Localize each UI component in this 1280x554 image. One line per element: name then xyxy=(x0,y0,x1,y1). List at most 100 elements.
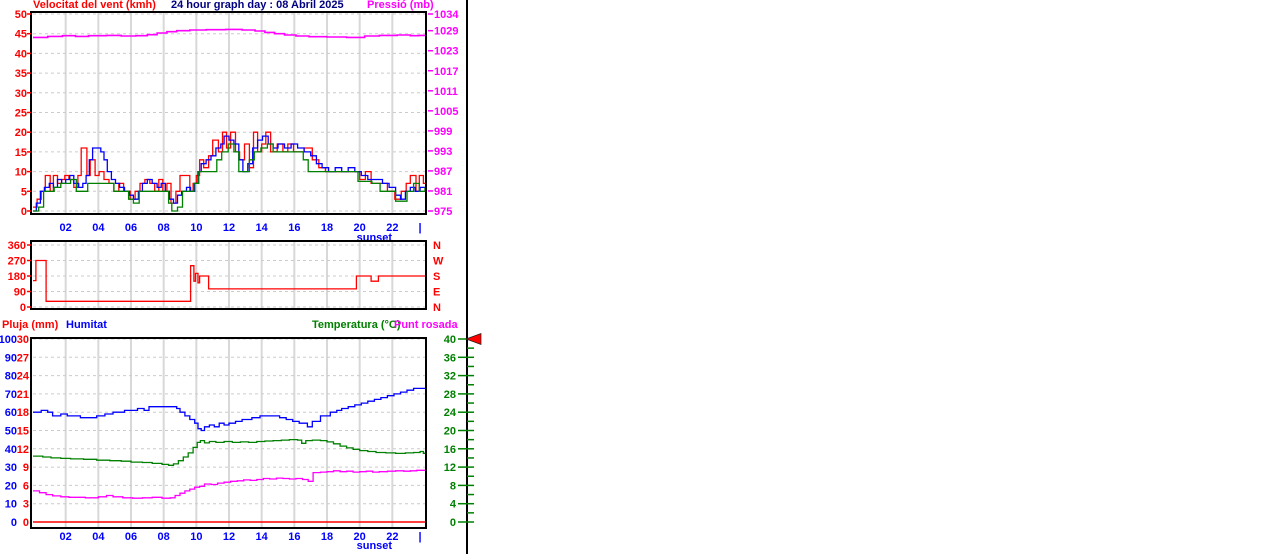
svg-text:20: 20 xyxy=(354,531,366,543)
svg-text:16: 16 xyxy=(444,444,456,456)
svg-text:06: 06 xyxy=(125,222,137,234)
wind-axis-title: Velocitat del vent (kmh) xyxy=(33,0,156,11)
svg-text:0: 0 xyxy=(450,517,456,529)
svg-text:36: 36 xyxy=(444,352,456,364)
svg-text:0: 0 xyxy=(23,517,29,529)
svg-text:14: 14 xyxy=(256,531,269,543)
svg-text:E: E xyxy=(433,287,440,299)
svg-text:W: W xyxy=(433,256,444,268)
svg-text:1029: 1029 xyxy=(434,26,458,38)
svg-text:10: 10 xyxy=(190,531,202,543)
rain-axis-title: Pluja (mm) xyxy=(2,319,59,331)
svg-text:0: 0 xyxy=(21,206,27,218)
humidity-axis-title: Humitat xyxy=(66,319,107,331)
svg-text:6: 6 xyxy=(23,480,29,492)
svg-text:975: 975 xyxy=(434,206,452,218)
svg-text:1023: 1023 xyxy=(434,46,458,58)
svg-text:21: 21 xyxy=(17,389,29,401)
svg-text:40: 40 xyxy=(444,334,456,346)
svg-text:N: N xyxy=(433,240,441,252)
svg-text:15: 15 xyxy=(15,147,27,159)
svg-text:sunset: sunset xyxy=(357,540,393,552)
svg-text:27: 27 xyxy=(17,352,29,364)
svg-text:100: 100 xyxy=(0,334,17,346)
svg-text:1034: 1034 xyxy=(434,9,459,21)
svg-text:12: 12 xyxy=(17,444,29,456)
svg-text:20: 20 xyxy=(15,127,27,139)
svg-text:981: 981 xyxy=(434,186,452,198)
svg-text:30: 30 xyxy=(17,334,29,346)
svg-text:20: 20 xyxy=(5,480,17,492)
svg-text:987: 987 xyxy=(434,166,452,178)
series-humidity xyxy=(33,387,425,432)
wind-pressure-chart: 5045403530252015105010341029102310171011… xyxy=(15,9,460,240)
svg-text:40: 40 xyxy=(15,48,27,60)
svg-text:30: 30 xyxy=(5,462,17,474)
svg-text:08: 08 xyxy=(158,531,170,543)
svg-text:90: 90 xyxy=(5,352,17,364)
svg-text:40: 40 xyxy=(5,444,17,456)
svg-text:|: | xyxy=(419,531,422,543)
svg-text:12: 12 xyxy=(223,222,235,234)
series-dew-point xyxy=(33,469,425,499)
svg-text:28: 28 xyxy=(444,389,456,401)
svg-text:32: 32 xyxy=(444,371,456,383)
series-wind-direction-red xyxy=(33,259,425,302)
svg-text:70: 70 xyxy=(5,389,17,401)
svg-text:06: 06 xyxy=(125,531,137,543)
svg-text:16: 16 xyxy=(288,222,300,234)
dew-point-axis-title: Punt rosada xyxy=(394,319,458,331)
svg-text:3: 3 xyxy=(23,499,29,511)
svg-text:10: 10 xyxy=(5,499,17,511)
svg-text:22: 22 xyxy=(386,531,398,543)
svg-text:1005: 1005 xyxy=(434,106,458,118)
svg-text:8: 8 xyxy=(450,480,456,492)
svg-text:|: | xyxy=(419,222,422,234)
svg-text:1011: 1011 xyxy=(434,86,458,98)
svg-text:1017: 1017 xyxy=(434,66,458,78)
svg-text:0: 0 xyxy=(11,517,17,529)
temperature-ruler xyxy=(458,332,482,523)
svg-text:16: 16 xyxy=(288,531,300,543)
svg-text:N: N xyxy=(433,302,441,314)
series-temperature xyxy=(33,438,426,466)
svg-text:15: 15 xyxy=(17,426,29,438)
svg-text:24: 24 xyxy=(444,407,457,419)
svg-text:S: S xyxy=(433,271,440,283)
series-pressure xyxy=(33,28,425,39)
svg-text:25: 25 xyxy=(15,108,27,120)
svg-text:08: 08 xyxy=(158,222,170,234)
svg-text:180: 180 xyxy=(8,271,26,283)
svg-text:9: 9 xyxy=(23,462,29,474)
svg-text:12: 12 xyxy=(444,462,456,474)
svg-text:50: 50 xyxy=(15,9,27,21)
svg-text:24: 24 xyxy=(17,371,30,383)
svg-text:12: 12 xyxy=(223,531,235,543)
svg-text:18: 18 xyxy=(321,222,333,234)
svg-text:5: 5 xyxy=(21,186,27,198)
svg-text:993: 993 xyxy=(434,146,452,158)
svg-text:35: 35 xyxy=(15,68,27,80)
graph-title: 24 hour graph day : 08 Abril 2025 xyxy=(171,0,344,11)
svg-text:360: 360 xyxy=(8,240,26,252)
svg-text:50: 50 xyxy=(5,426,17,438)
svg-text:22: 22 xyxy=(386,222,398,234)
svg-text:90: 90 xyxy=(14,287,26,299)
svg-text:10: 10 xyxy=(190,222,202,234)
svg-text:02: 02 xyxy=(60,531,72,543)
current-value-arrow-icon xyxy=(464,332,482,346)
svg-text:10: 10 xyxy=(15,167,27,179)
svg-text:0: 0 xyxy=(20,302,26,314)
rain-humidity-temp-chart: 3027242118151296301009080706050403020100… xyxy=(0,334,457,552)
svg-text:80: 80 xyxy=(5,371,17,383)
svg-text:30: 30 xyxy=(15,88,27,100)
svg-text:999: 999 xyxy=(434,126,452,138)
svg-text:45: 45 xyxy=(15,29,27,41)
svg-text:04: 04 xyxy=(92,531,105,543)
svg-text:sunset: sunset xyxy=(357,232,393,240)
svg-text:60: 60 xyxy=(5,407,17,419)
series-wind-avg-green xyxy=(33,143,426,212)
svg-text:20: 20 xyxy=(444,426,456,438)
